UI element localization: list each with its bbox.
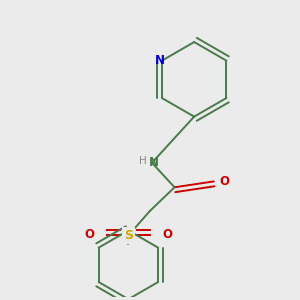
- Text: O: O: [84, 228, 94, 241]
- Text: O: O: [163, 228, 173, 241]
- Text: O: O: [220, 175, 230, 188]
- Text: H: H: [139, 156, 147, 166]
- Text: S: S: [124, 229, 133, 242]
- Text: N: N: [149, 156, 159, 169]
- Text: N: N: [155, 54, 165, 67]
